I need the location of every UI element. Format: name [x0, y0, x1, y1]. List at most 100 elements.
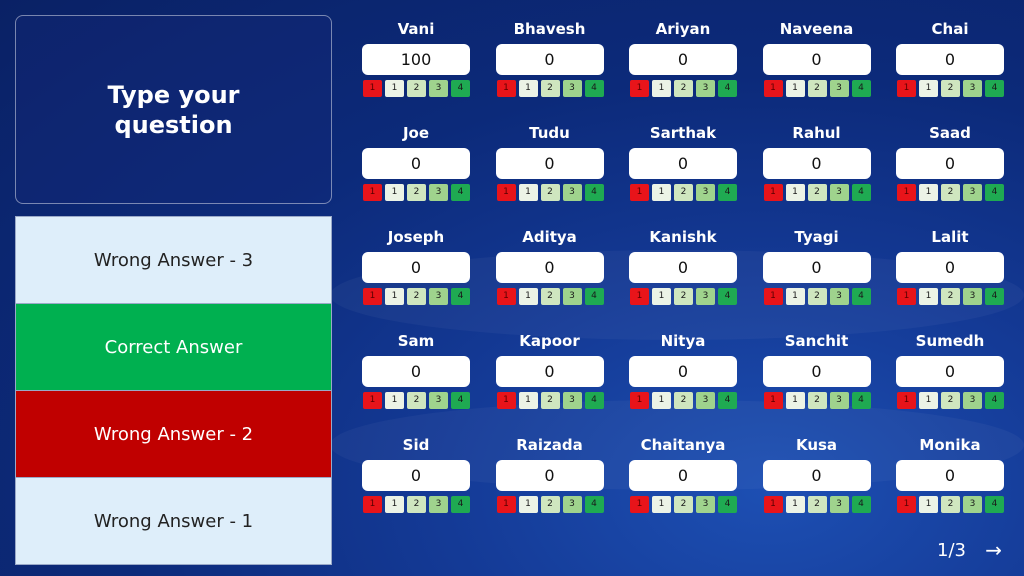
- player-score[interactable]: 0: [629, 148, 737, 179]
- rating-button[interactable]: 4: [985, 392, 1004, 409]
- rating-button[interactable]: 1: [630, 184, 649, 201]
- rating-button[interactable]: 1: [363, 392, 382, 409]
- rating-button[interactable]: 3: [562, 496, 582, 513]
- rating-button[interactable]: 4: [584, 80, 604, 97]
- player-score[interactable]: 0: [629, 252, 737, 283]
- rating-button[interactable]: 1: [652, 184, 671, 201]
- rating-button[interactable]: 4: [451, 392, 470, 409]
- rating-button[interactable]: 2: [941, 184, 960, 201]
- rating-button[interactable]: 4: [851, 496, 871, 513]
- player-score[interactable]: 0: [896, 148, 1004, 179]
- player-score[interactable]: 0: [896, 460, 1004, 491]
- rating-button[interactable]: 1: [785, 392, 805, 409]
- rating-button[interactable]: 3: [829, 496, 849, 513]
- player-score[interactable]: 0: [762, 148, 871, 179]
- player-score[interactable]: 0: [629, 460, 737, 491]
- rating-button[interactable]: 1: [897, 288, 916, 305]
- rating-button[interactable]: 2: [407, 392, 426, 409]
- rating-button[interactable]: 4: [451, 496, 470, 513]
- rating-button[interactable]: 3: [562, 184, 582, 201]
- rating-button[interactable]: 4: [985, 496, 1004, 513]
- rating-button[interactable]: 3: [696, 184, 715, 201]
- rating-button[interactable]: 1: [630, 496, 649, 513]
- rating-button[interactable]: 1: [385, 80, 404, 97]
- player-score[interactable]: 0: [629, 44, 737, 75]
- rating-button[interactable]: 1: [385, 184, 404, 201]
- player-score[interactable]: 0: [495, 148, 604, 179]
- player-score[interactable]: 0: [362, 252, 470, 283]
- rating-button[interactable]: 3: [963, 184, 982, 201]
- rating-button[interactable]: 2: [941, 288, 960, 305]
- answer-option-3[interactable]: Wrong Answer - 2: [16, 391, 331, 478]
- rating-button[interactable]: 2: [407, 184, 426, 201]
- player-score[interactable]: 0: [362, 356, 470, 387]
- player-score[interactable]: 0: [762, 44, 871, 75]
- rating-button[interactable]: 4: [985, 288, 1004, 305]
- rating-button[interactable]: 4: [718, 184, 737, 201]
- rating-button[interactable]: 2: [807, 392, 827, 409]
- rating-button[interactable]: 1: [518, 392, 538, 409]
- rating-button[interactable]: 3: [429, 80, 448, 97]
- rating-button[interactable]: 1: [652, 80, 671, 97]
- rating-button[interactable]: 2: [674, 392, 693, 409]
- rating-button[interactable]: 1: [496, 184, 516, 201]
- rating-button[interactable]: 4: [584, 184, 604, 201]
- rating-button[interactable]: 3: [829, 392, 849, 409]
- rating-button[interactable]: 1: [919, 184, 938, 201]
- rating-button[interactable]: 2: [941, 496, 960, 513]
- rating-button[interactable]: 3: [963, 496, 982, 513]
- rating-button[interactable]: 3: [829, 80, 849, 97]
- rating-button[interactable]: 3: [696, 392, 715, 409]
- rating-button[interactable]: 2: [807, 80, 827, 97]
- rating-button[interactable]: 1: [385, 496, 404, 513]
- rating-button[interactable]: 1: [496, 392, 516, 409]
- rating-button[interactable]: 1: [919, 80, 938, 97]
- rating-button[interactable]: 4: [584, 392, 604, 409]
- answer-option-1[interactable]: Wrong Answer - 3: [16, 217, 331, 304]
- rating-button[interactable]: 1: [496, 496, 516, 513]
- player-score[interactable]: 0: [896, 252, 1004, 283]
- rating-button[interactable]: 1: [363, 184, 382, 201]
- rating-button[interactable]: 1: [652, 392, 671, 409]
- rating-button[interactable]: 2: [674, 288, 693, 305]
- rating-button[interactable]: 3: [696, 288, 715, 305]
- rating-button[interactable]: 4: [718, 80, 737, 97]
- rating-button[interactable]: 4: [718, 392, 737, 409]
- rating-button[interactable]: 4: [718, 496, 737, 513]
- rating-button[interactable]: 4: [718, 288, 737, 305]
- rating-button[interactable]: 2: [941, 392, 960, 409]
- rating-button[interactable]: 2: [540, 288, 560, 305]
- rating-button[interactable]: 2: [540, 392, 560, 409]
- answer-option-2[interactable]: Correct Answer: [16, 304, 331, 391]
- rating-button[interactable]: 1: [919, 288, 938, 305]
- rating-button[interactable]: 2: [540, 80, 560, 97]
- rating-button[interactable]: 1: [385, 288, 404, 305]
- rating-button[interactable]: 3: [429, 184, 448, 201]
- rating-button[interactable]: 1: [763, 80, 783, 97]
- rating-button[interactable]: 1: [630, 392, 649, 409]
- rating-button[interactable]: 1: [763, 392, 783, 409]
- rating-button[interactable]: 1: [496, 288, 516, 305]
- answer-option-4[interactable]: Wrong Answer - 1: [16, 478, 331, 564]
- rating-button[interactable]: 1: [785, 288, 805, 305]
- rating-button[interactable]: 4: [851, 288, 871, 305]
- rating-button[interactable]: 2: [540, 496, 560, 513]
- rating-button[interactable]: 1: [363, 288, 382, 305]
- question-text[interactable]: Type your question: [107, 80, 240, 139]
- rating-button[interactable]: 1: [897, 184, 916, 201]
- rating-button[interactable]: 3: [829, 288, 849, 305]
- rating-button[interactable]: 1: [363, 80, 382, 97]
- rating-button[interactable]: 1: [630, 80, 649, 97]
- player-score[interactable]: 0: [896, 356, 1004, 387]
- rating-button[interactable]: 2: [807, 496, 827, 513]
- rating-button[interactable]: 4: [985, 80, 1004, 97]
- rating-button[interactable]: 4: [584, 496, 604, 513]
- rating-button[interactable]: 2: [407, 288, 426, 305]
- rating-button[interactable]: 3: [429, 392, 448, 409]
- player-score[interactable]: 0: [495, 44, 604, 75]
- player-score[interactable]: 0: [362, 460, 470, 491]
- player-score[interactable]: 0: [495, 356, 604, 387]
- rating-button[interactable]: 2: [407, 80, 426, 97]
- rating-button[interactable]: 2: [807, 184, 827, 201]
- rating-button[interactable]: 4: [451, 184, 470, 201]
